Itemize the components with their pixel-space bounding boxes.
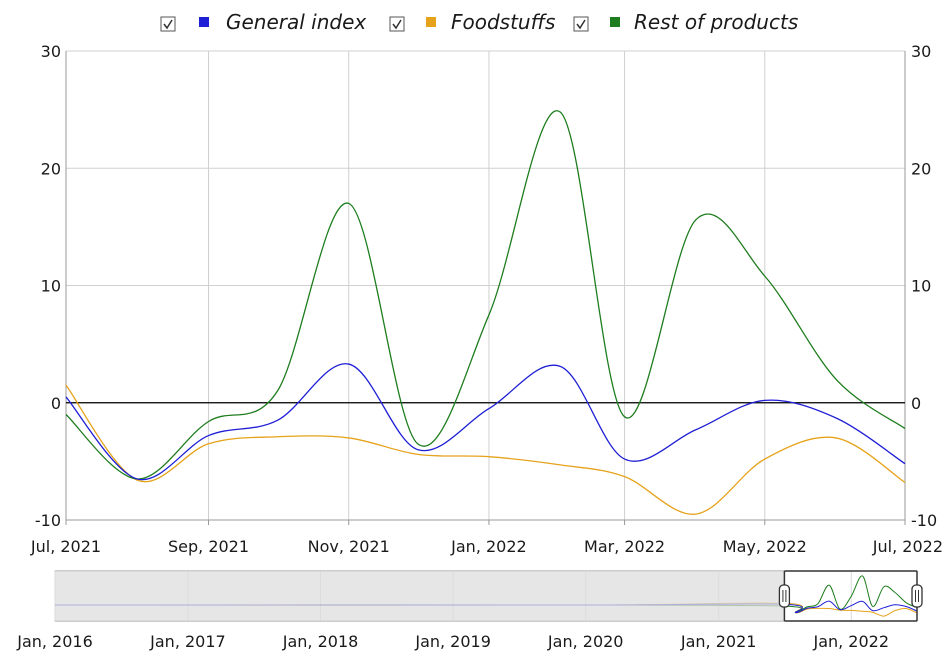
range-navigator[interactable]: Jan, 2016 Jan, 2017 Jan, 2018 Jan, 2019 Jan,…	[16, 571, 922, 651]
series-lines	[66, 111, 905, 515]
y-tick-label-right: -10	[911, 511, 937, 530]
navigator-tick-label: Jan, 2022	[812, 632, 889, 651]
navigator-tick-label: Jan, 2017	[149, 632, 226, 651]
grid	[66, 51, 905, 520]
legend-swatch-rest-of-products	[610, 17, 620, 27]
navigator-tick-label: Jan, 2016	[16, 632, 93, 651]
legend: General index Foodstuffs Rest of product…	[161, 10, 798, 34]
y-tick-label-right: 20	[911, 159, 931, 178]
y-tick-label-left: 30	[41, 42, 61, 61]
y-tick-label-left: 10	[41, 277, 61, 296]
navigator-tick-label: Jan, 2020	[547, 632, 624, 651]
series-line-rest[interactable]	[66, 111, 905, 479]
y-tick-label-right: 0	[911, 394, 921, 413]
checkbox-checked-icon[interactable]	[161, 17, 175, 31]
legend-item-general-index[interactable]: General index	[161, 10, 366, 34]
y-axis-left: -10 0 10 20 30	[35, 42, 61, 530]
y-tick-label-left: -10	[35, 511, 61, 530]
x-tick-label: May, 2022	[723, 537, 807, 556]
navigator-tick-label: Jan, 2019	[414, 632, 491, 651]
navigator-tick-label: Jan, 2018	[282, 632, 359, 651]
y-tick-label-left: 20	[41, 159, 61, 178]
x-tick-label: Jul, 2021	[30, 537, 101, 556]
y-tick-label-right: 30	[911, 42, 931, 61]
x-tick-label: Jul, 2022	[872, 537, 943, 556]
x-tick-label: Nov, 2021	[308, 537, 390, 556]
x-tick-label: Jan, 2022	[450, 537, 527, 556]
x-tick-label: Mar, 2022	[584, 537, 665, 556]
x-axis: Jul, 2021 Sep, 2021 Nov, 2021 Jan, 2022 Mar,…	[30, 520, 943, 556]
checkbox-checked-icon[interactable]	[390, 17, 404, 31]
y-tick-label-left: 0	[51, 394, 61, 413]
navigator-tick-label: Jan, 2021	[680, 632, 757, 651]
checkbox-checked-icon[interactable]	[574, 17, 588, 31]
series-line-foodstuffs[interactable]	[66, 385, 905, 514]
x-tick-label: Sep, 2021	[168, 537, 249, 556]
navigator-unselected-shade	[55, 571, 784, 621]
legend-item-rest-of-products[interactable]: Rest of products	[574, 10, 798, 34]
legend-label-foodstuffs: Foodstuffs	[451, 10, 555, 34]
legend-label-rest-of-products: Rest of products	[634, 10, 798, 34]
legend-item-foodstuffs[interactable]: Foodstuffs	[390, 10, 555, 34]
series-line-general[interactable]	[66, 364, 905, 480]
y-axis-right: -10 0 10 20 30	[911, 42, 937, 530]
legend-swatch-general-index	[199, 17, 209, 27]
legend-label-general-index: General index	[226, 10, 366, 34]
legend-swatch-foodstuffs	[426, 17, 436, 27]
y-tick-label-right: 10	[911, 277, 931, 296]
